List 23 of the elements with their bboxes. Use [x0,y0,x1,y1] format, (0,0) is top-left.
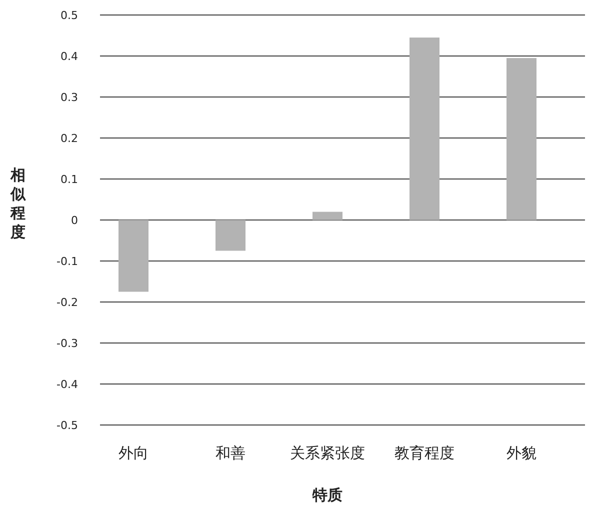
x-axis-title: 特质 [312,486,342,504]
y-tick-label: -0.1 [56,255,78,268]
y-tick-label: 0.1 [60,173,78,186]
y-tick-label: 0 [71,214,78,227]
bar [506,58,536,220]
bar [216,220,246,251]
y-tick-label: -0.4 [56,378,78,391]
y-tick-label: 0.2 [60,132,78,145]
y-tick-label: -0.3 [56,337,78,350]
bar [410,38,440,220]
y-tick-label: 0.4 [60,50,78,63]
x-tick-label: 教育程度 [394,444,454,462]
x-tick-label: 和善 [216,444,246,462]
x-tick-label: 外向 [118,444,148,462]
bar [312,212,342,220]
x-tick-label: 关系紧张度 [290,444,365,462]
y-tick-label: 0.3 [60,91,78,104]
x-tick-label: 外貌 [506,444,536,462]
y-tick-label: -0.2 [56,296,78,309]
y-tick-label: 0.5 [60,9,78,22]
y-axis-title: 相似程度 [10,166,26,241]
bar [118,220,148,292]
y-tick-label: -0.5 [56,419,78,432]
